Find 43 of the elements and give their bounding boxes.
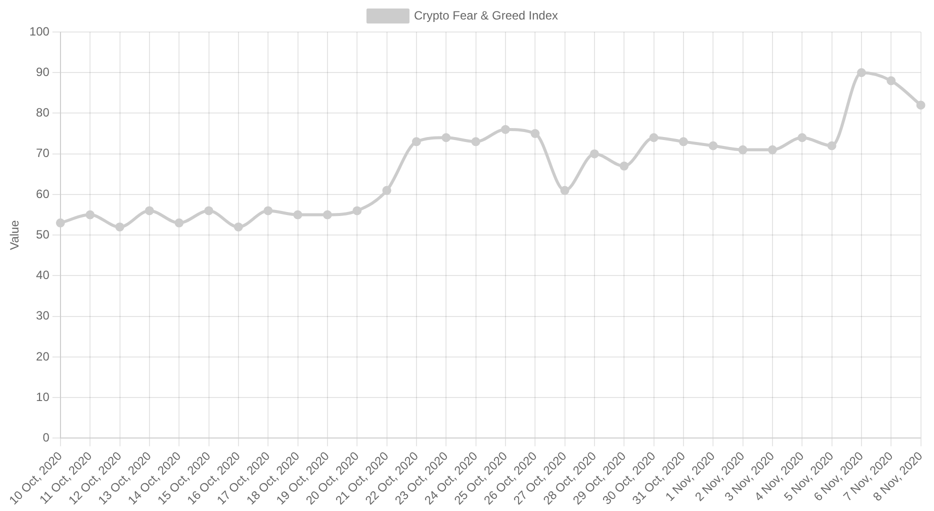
point [442, 133, 451, 142]
point [115, 222, 124, 232]
point [500, 124, 510, 134]
point [798, 133, 807, 142]
y-tick-label: 10 [36, 390, 50, 404]
point [560, 186, 570, 195]
point [738, 145, 748, 154]
y-tick-label: 50 [36, 227, 50, 242]
y-tick-label: 70 [36, 146, 50, 160]
point [352, 206, 362, 216]
y-tick-label: 40 [36, 268, 50, 282]
y-tick-label: 100 [29, 24, 50, 38]
point [86, 210, 95, 220]
point [678, 137, 688, 146]
y-tick-label: 90 [36, 64, 50, 79]
point [174, 218, 184, 228]
point [856, 68, 866, 78]
point [649, 133, 658, 142]
point [204, 206, 214, 216]
y-tick-label: 0 [42, 430, 50, 445]
point [322, 210, 332, 220]
point [768, 145, 777, 154]
point [530, 129, 540, 138]
point [916, 100, 926, 110]
point [56, 218, 65, 228]
y-tick-label: 60 [36, 186, 50, 201]
y-tick-label: 20 [36, 349, 50, 364]
point [886, 76, 896, 86]
point [590, 149, 599, 158]
y-tick-label: 80 [36, 106, 50, 120]
point [620, 162, 629, 171]
point [293, 210, 302, 220]
y-axis-title: Value [8, 220, 22, 250]
point [708, 141, 718, 150]
point [144, 206, 154, 216]
point [471, 137, 480, 146]
legend-label: Crypto Fear & Greed Index [414, 8, 558, 22]
point [827, 141, 836, 150]
point [382, 186, 392, 195]
point [412, 137, 421, 146]
y-tick-label: 30 [36, 308, 50, 323]
point [234, 222, 243, 232]
point [264, 206, 273, 216]
